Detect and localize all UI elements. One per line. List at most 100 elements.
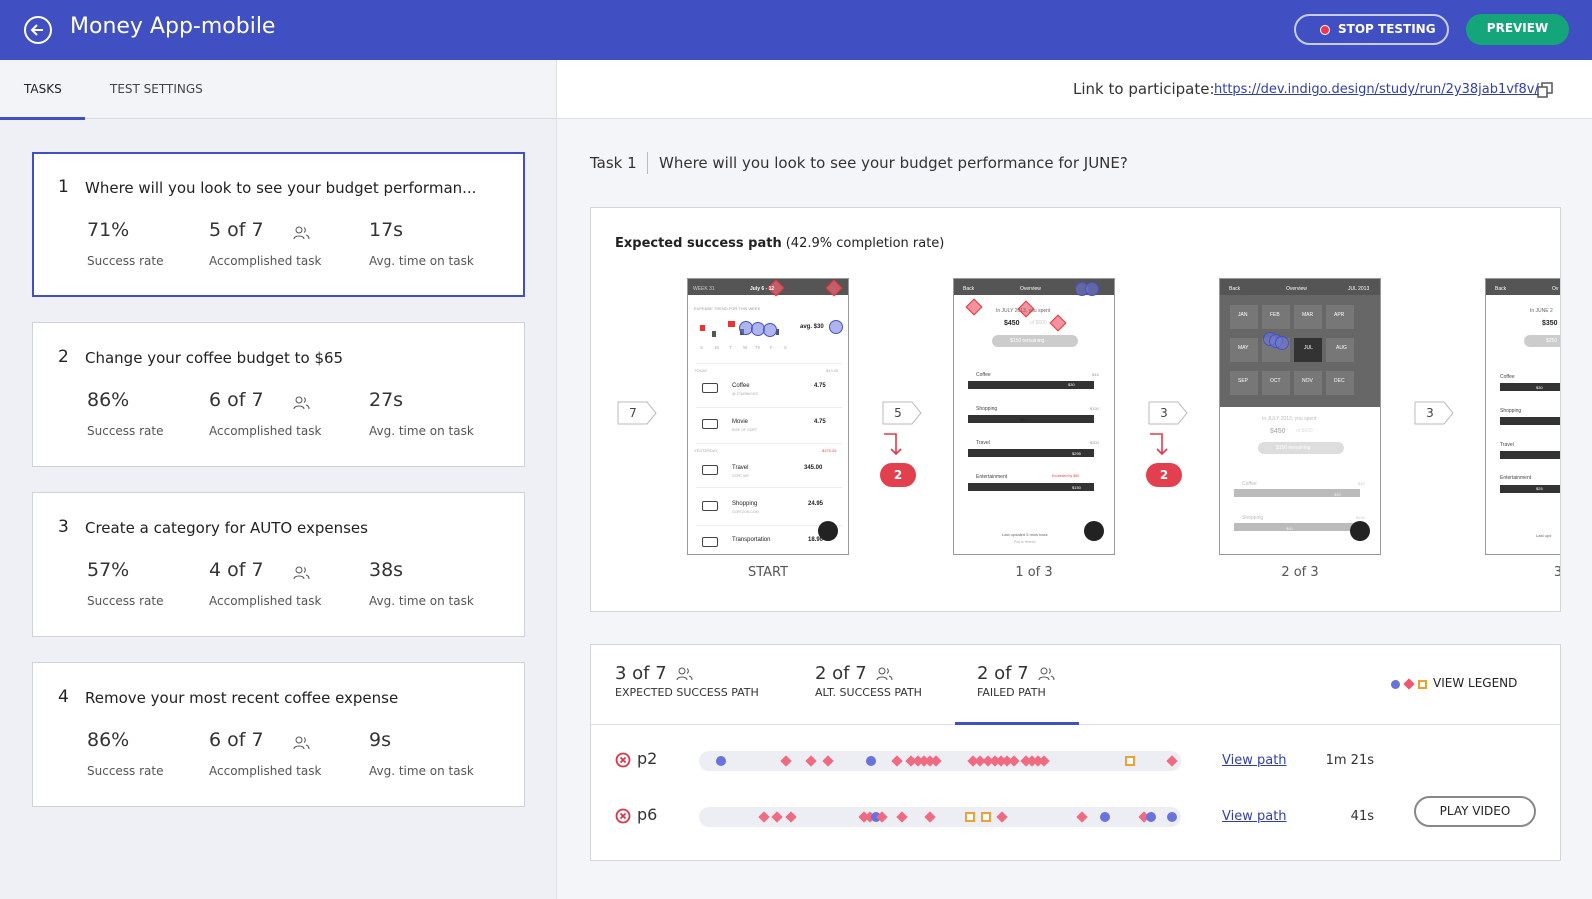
screen-text: 24.95: [808, 501, 824, 507]
row-divider: [696, 363, 842, 364]
task-card[interactable]: 1 Where will you look to see your budget …: [32, 152, 525, 297]
path-label[interactable]: FAILED PATH: [977, 686, 1046, 699]
stat-label: Success rate: [87, 424, 164, 438]
entry-arrow: [882, 401, 922, 425]
screen-mockup[interactable]: Back Overview JUL 2013 JAN FEB MAR APR MAY JUL AU…: [1219, 278, 1381, 555]
screen-caption: 1 of 3: [1015, 565, 1053, 580]
screen-text: Pull to refresh: [1014, 540, 1036, 544]
heat-circle: [1085, 282, 1099, 296]
add-fab: [818, 521, 838, 541]
tab-underline: [955, 722, 1079, 725]
copy-icon[interactable]: [1537, 82, 1553, 98]
status-bar: [1220, 279, 1380, 295]
screen-text: S: [784, 345, 788, 350]
remaining-pill: [1524, 335, 1560, 347]
failed-icon: [615, 752, 631, 768]
event-misclick: [924, 811, 936, 823]
status-bar: [1486, 279, 1560, 295]
stop-testing-button[interactable]: STOP TESTING: [1294, 14, 1449, 45]
play-video-button[interactable]: PLAY VIDEO: [1414, 796, 1536, 827]
screen-text: $19.25: [826, 368, 839, 373]
tab[interactable]: TASKS: [24, 82, 62, 96]
event-misclick: [891, 755, 903, 767]
screen-text: Coffee: [976, 372, 991, 378]
row-divider: [696, 487, 842, 488]
screen-text: JUL 2013: [1348, 286, 1370, 292]
path-label[interactable]: EXPECTED SUCCESS PATH: [615, 686, 759, 699]
view-path-link[interactable]: View path: [1222, 809, 1287, 824]
screen-text: In JULY 2013, you spent: [996, 308, 1051, 314]
failed-glyph: [615, 808, 631, 824]
legend-square: [1418, 680, 1427, 689]
stat-value: 6 of 7: [209, 729, 264, 751]
task-number: 4: [58, 687, 69, 707]
task-number: 2: [58, 347, 69, 367]
screen-text: of $600: [1030, 320, 1047, 326]
screen-text: Coffee: [1500, 374, 1515, 380]
screen-text: JAN: [1238, 312, 1248, 318]
budget-bar: [1500, 417, 1560, 425]
screen-mockup[interactable]: WEEK 31 July 6 - 12 EXPENSE TREND FOR THIS…: [687, 278, 849, 555]
screen-text: $450: [1004, 320, 1020, 327]
legend-diamond: [1403, 678, 1415, 690]
participant-link[interactable]: https://dev.indigo.design/study/run/2y38…: [1214, 82, 1539, 97]
preview-button[interactable]: PREVIEW: [1466, 14, 1569, 45]
task-card[interactable]: 3 Create a category for AUTO expenses 57% S…: [32, 492, 525, 637]
participant-id: p2: [637, 749, 658, 768]
trend-bar: [728, 321, 735, 327]
heat-circle: [763, 323, 777, 337]
heading-strong: Expected success path: [615, 236, 782, 251]
left-panel: TASKS TEST SETTINGS 1 Where will you look t…: [0, 60, 557, 899]
tab[interactable]: TEST SETTINGS: [110, 82, 203, 96]
dropoff-arrow: [1148, 432, 1172, 458]
budget-bar: [1500, 451, 1560, 459]
task-card[interactable]: 2 Change your coffee budget to $65 86% Succ…: [32, 322, 525, 467]
event-misclick: [805, 755, 817, 767]
screen-mockup[interactable]: Back Ov In JUNE 2 $350 $250 Coffee $30 Shopping…: [1485, 278, 1560, 555]
status-bar: [954, 279, 1114, 295]
path-count[interactable]: 3 of 7: [615, 663, 667, 684]
screen-text: FEB: [1270, 312, 1280, 318]
item-icon: [702, 465, 718, 475]
screen-text: Last updated 5 mins back: [1002, 532, 1048, 537]
legend-toggle[interactable]: VIEW LEGEND: [1433, 676, 1518, 690]
heat-diamond: [1049, 314, 1067, 332]
trend-bar: [776, 329, 779, 335]
screen-text: EXPENSE TREND FOR THIS WEEK: [694, 306, 761, 311]
budget-bar: [1234, 489, 1360, 497]
stat-label: Success rate: [87, 764, 164, 778]
play-video-label: PLAY VIDEO: [1439, 804, 1511, 818]
dropoff-number: 2: [1159, 468, 1169, 482]
back-button[interactable]: [24, 16, 52, 44]
entry-arrow: [617, 401, 657, 425]
screen-text: $80: [1286, 526, 1293, 531]
tab-underline: [0, 117, 85, 120]
task-title: Create a category for AUTO expenses: [85, 519, 368, 537]
trend-bar: [712, 331, 716, 337]
path-label[interactable]: ALT. SUCCESS PATH: [815, 686, 922, 699]
screen-text: $80: [1020, 417, 1027, 422]
screen-text: APR: [1334, 312, 1345, 318]
view-path-link[interactable]: View path: [1222, 753, 1287, 768]
task-number: 3: [58, 517, 69, 537]
event-misclick: [771, 811, 784, 823]
stat-value: 5 of 7: [209, 219, 264, 241]
path-count[interactable]: 2 of 7: [977, 663, 1029, 684]
screen-text: July 6 - 12: [750, 286, 775, 292]
path-count[interactable]: 2 of 7: [815, 663, 867, 684]
results-card: 3 of 7 EXPECTED SUCCESS PATH 2 of 7 ALT. SU…: [590, 644, 1561, 861]
budget-bar: [968, 381, 1094, 389]
screen-mockup[interactable]: Back Overview In JULY 2013, you spent $450 o…: [953, 278, 1115, 555]
people-glyph: [293, 396, 310, 410]
item-icon: [702, 383, 718, 393]
screen-text: RISE OF GORT: [732, 428, 758, 432]
item-icon: [702, 537, 718, 547]
task-card[interactable]: 4 Remove your most recent coffee expense 8…: [32, 662, 525, 807]
screen-text: In JULY 2013, you spent: [1262, 416, 1317, 422]
budget-bar: [1500, 485, 1560, 493]
event-misclick: [1038, 755, 1051, 767]
stat-label: Accomplished task: [209, 254, 322, 268]
budget-bar: [968, 449, 1094, 457]
task-number: 1: [58, 177, 69, 197]
